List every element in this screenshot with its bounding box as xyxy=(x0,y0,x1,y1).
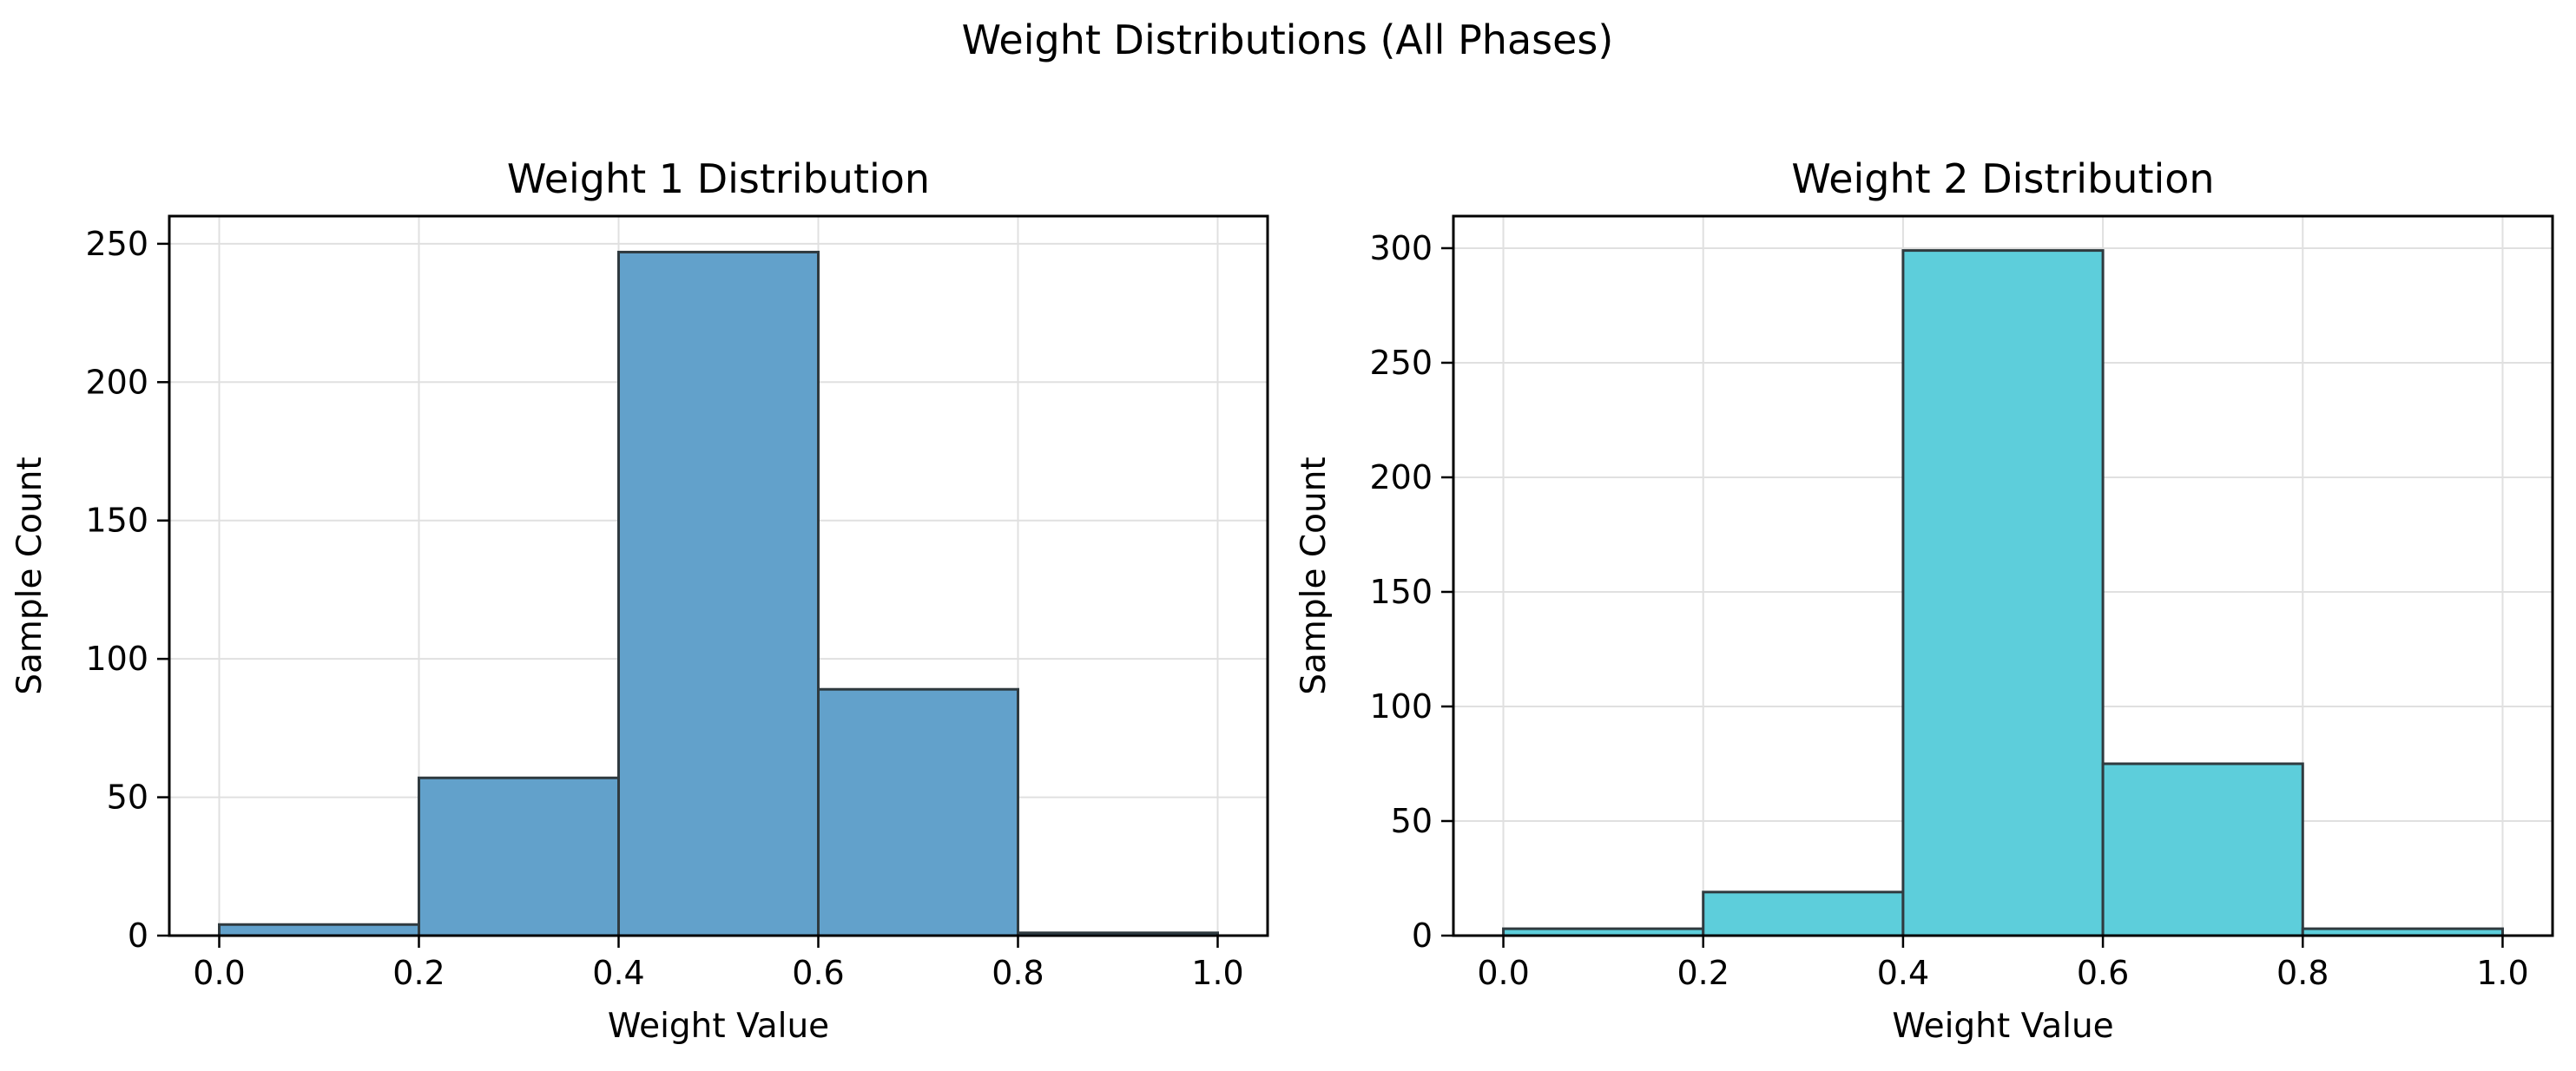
x-axis-label: Weight Value xyxy=(1892,1007,2113,1046)
y-tick-label: 100 xyxy=(1369,687,1433,726)
x-tick-label: 0.6 xyxy=(2077,954,2129,992)
y-tick-label: 150 xyxy=(85,502,148,540)
x-tick-label: 0.2 xyxy=(392,954,445,992)
y-tick-label: 250 xyxy=(1369,344,1433,382)
y-tick-label: 50 xyxy=(107,779,148,817)
axes-frame xyxy=(168,214,1269,937)
histogram-bar xyxy=(218,923,420,937)
y-tick-label: 0 xyxy=(128,917,148,955)
histogram-bar xyxy=(1702,890,1905,937)
y-tick-label: 250 xyxy=(85,225,148,263)
histogram-bar xyxy=(817,687,1019,937)
x-tick-label: 1.0 xyxy=(1191,954,1243,992)
figure-suptitle: Weight Distributions (All Phases) xyxy=(962,16,1614,63)
axes-frame xyxy=(1452,214,2554,937)
x-tick-label: 0.4 xyxy=(1877,954,1929,992)
y-axis-label: Sample Count xyxy=(1295,457,1334,694)
x-tick-label: 0.8 xyxy=(2276,954,2329,992)
histogram-bar xyxy=(2101,762,2304,937)
y-tick-label: 200 xyxy=(1369,458,1433,496)
x-tick-label: 0.4 xyxy=(592,954,644,992)
subplots-container: 0.0 0.2 0.4 0.6 0.8 1.0 0 50 100 150 200 250 Weight … xyxy=(10,155,2554,1046)
subplot-1: 0.0 0.2 0.4 0.6 0.8 1.0 0 50 100 150 200 250 Weight … xyxy=(10,155,1269,1046)
x-tick-label: 0.2 xyxy=(1677,954,1729,992)
subplot-2: 0.0 0.2 0.4 0.6 0.8 1.0 0 50 100 150 200 250 300 Weig… xyxy=(1295,155,2554,1046)
subplot-title: Weight 2 Distribution xyxy=(1791,155,2214,202)
y-tick-label: 100 xyxy=(85,640,148,678)
histogram-bar xyxy=(1901,249,2105,937)
histogram-bar xyxy=(418,776,620,937)
x-tick-label: 0.0 xyxy=(1477,954,1529,992)
y-tick-label: 200 xyxy=(85,363,148,401)
y-axis-label: Sample Count xyxy=(10,457,49,694)
y-tick-label: 150 xyxy=(1369,573,1433,611)
histogram-bar xyxy=(617,250,820,937)
y-tick-label: 50 xyxy=(1391,802,1433,840)
subplot-title: Weight 1 Distribution xyxy=(507,155,930,202)
y-tick-label: 0 xyxy=(1412,917,1433,955)
x-tick-label: 0.6 xyxy=(792,954,844,992)
x-tick-label: 1.0 xyxy=(2476,954,2528,992)
x-tick-label: 0.8 xyxy=(992,954,1044,992)
x-tick-label: 0.0 xyxy=(193,954,245,992)
y-tick-label: 300 xyxy=(1369,229,1433,267)
x-axis-label: Weight Value xyxy=(608,1007,829,1046)
